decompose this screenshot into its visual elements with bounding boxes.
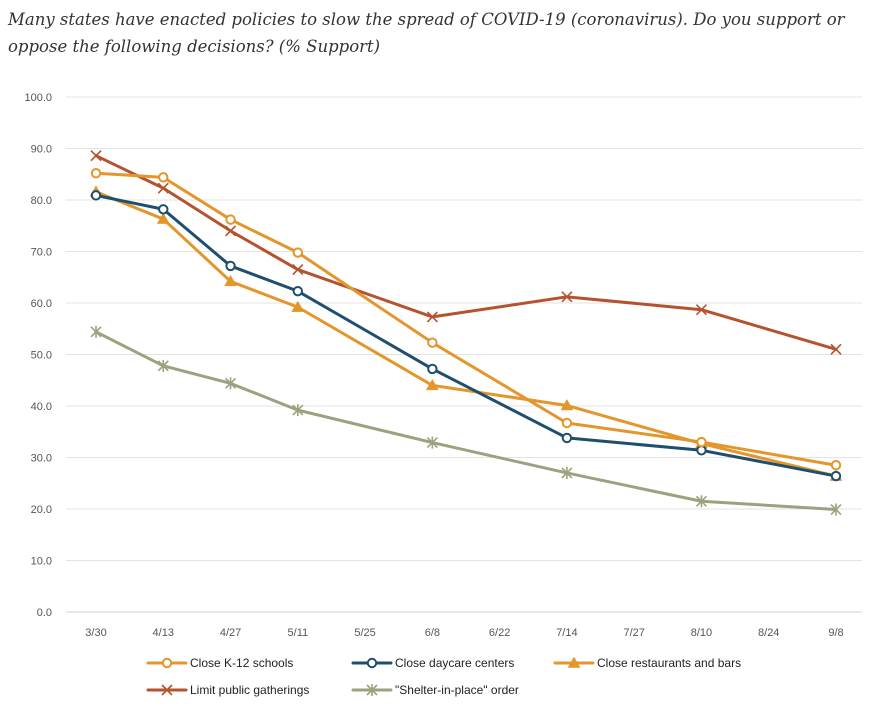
y-tick-label: 90.0 <box>31 144 52 156</box>
data-point <box>426 311 438 323</box>
data-point <box>830 460 842 471</box>
data-point <box>224 225 237 237</box>
y-tick-label: 30.0 <box>31 453 52 465</box>
data-point <box>158 172 169 183</box>
series <box>90 168 842 471</box>
data-point <box>366 684 378 696</box>
legend-item: Close daycare centers <box>351 656 514 670</box>
x-tick-label: 7/14 <box>556 627 577 639</box>
data-point <box>426 436 438 449</box>
legend-label: Close restaurants and bars <box>597 656 741 670</box>
data-point <box>427 337 438 348</box>
x-tick-label: 3/30 <box>85 627 106 639</box>
data-point <box>830 343 842 355</box>
x-tick-label: 6/22 <box>489 627 510 639</box>
data-point <box>291 300 305 312</box>
x-tick-label: 5/25 <box>354 627 375 639</box>
data-point <box>90 150 102 162</box>
data-point <box>292 263 304 276</box>
x-axis: 3/30 4/13 4/27 5/11 5/25 6/8 6/22 7/14 7/27 8/10 8… <box>85 627 843 639</box>
y-tick-label: 60.0 <box>31 298 52 310</box>
data-point <box>696 445 707 456</box>
legend-label: Limit public gatherings <box>190 683 309 697</box>
series-line <box>94 171 838 467</box>
data-point <box>161 657 173 669</box>
y-tick-label: 20.0 <box>31 504 52 516</box>
y-tick-label: 50.0 <box>31 350 52 362</box>
y-axis: 0.0 10.0 20.0 30.0 40.0 50.0 60.0 70.0 80.0 90.0 1… <box>24 92 52 619</box>
data-point <box>830 503 842 516</box>
data-point <box>366 657 378 669</box>
series-line <box>94 193 838 478</box>
data-point <box>561 466 573 479</box>
series <box>90 150 842 355</box>
data-point <box>156 212 170 224</box>
chart-title: Many states have enacted policies to slo… <box>8 10 845 56</box>
data-point <box>292 404 304 417</box>
data-point <box>224 377 237 390</box>
x-tick-label: 5/11 <box>288 627 309 639</box>
series <box>90 190 842 482</box>
data-point <box>161 684 173 696</box>
legend-item: "Shelter-in-place" order <box>351 683 519 697</box>
data-point <box>90 190 102 201</box>
series <box>90 325 842 516</box>
x-tick-label: 6/8 <box>425 627 440 639</box>
data-point <box>157 359 169 372</box>
data-point <box>225 214 236 225</box>
legend-label: Close daycare centers <box>395 656 514 670</box>
legend-item: Close K-12 schools <box>146 656 293 670</box>
legend-item: Limit public gatherings <box>146 683 309 697</box>
x-tick-label: 7/27 <box>623 627 644 639</box>
x-tick-label: 4/27 <box>220 627 241 639</box>
data-point <box>561 291 573 303</box>
y-tick-label: 70.0 <box>31 247 52 259</box>
series <box>89 185 843 481</box>
series-line <box>94 330 838 512</box>
data-point <box>561 432 573 444</box>
x-tick-label: 9/8 <box>828 627 843 639</box>
data-point <box>224 274 237 287</box>
data-point <box>90 325 102 338</box>
data-point <box>292 285 304 297</box>
series-line <box>94 190 838 478</box>
data-point <box>225 260 236 272</box>
data-point <box>830 470 842 482</box>
data-point <box>560 398 574 411</box>
data-point <box>427 363 438 375</box>
data-point <box>696 436 707 448</box>
series-line <box>94 154 838 351</box>
gridlines <box>66 96 862 613</box>
data-point <box>567 656 581 668</box>
data-point <box>695 495 708 508</box>
y-tick-label: 10.0 <box>31 556 52 568</box>
legend-label: "Shelter-in-place" order <box>395 683 519 697</box>
legend-item: Close restaurants and bars <box>553 656 741 670</box>
data-point <box>157 182 169 194</box>
y-tick-label: 40.0 <box>31 401 52 413</box>
data-point <box>158 204 169 215</box>
data-point <box>695 304 708 316</box>
data-point <box>561 417 573 429</box>
legend-label: Close K-12 schools <box>190 656 293 670</box>
data-point <box>425 378 439 391</box>
y-tick-label: 80.0 <box>31 195 52 207</box>
y-tick-label: 100.0 <box>24 92 52 104</box>
data-point <box>292 247 304 258</box>
x-tick-label: 8/10 <box>691 627 712 639</box>
legend: Close K-12 schools Close daycare centers C… <box>146 656 741 697</box>
x-tick-label: 8/24 <box>758 627 779 639</box>
y-tick-label: 0.0 <box>37 607 52 619</box>
x-tick-label: 4/13 <box>153 627 174 639</box>
data-point <box>90 168 102 179</box>
